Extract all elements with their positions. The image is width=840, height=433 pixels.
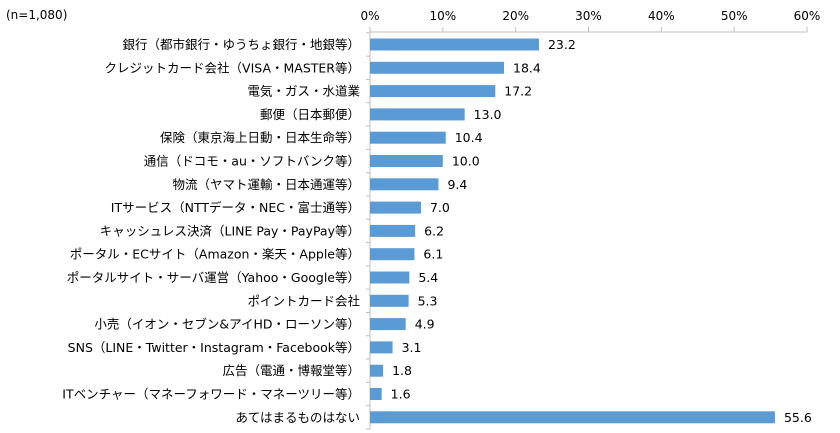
data-label: 10.0 bbox=[452, 154, 480, 169]
bar bbox=[370, 61, 505, 74]
category-label: 保険（東京海上日動・日本生命等） bbox=[160, 130, 360, 145]
data-label: 1.8 bbox=[392, 363, 412, 378]
x-tick-label: 0% bbox=[360, 9, 379, 23]
category-label: キャッシュレス決済（LINE Pay・PayPay等） bbox=[100, 223, 360, 238]
data-label: 10.4 bbox=[455, 130, 483, 145]
data-label: 55.6 bbox=[784, 410, 812, 425]
data-label: 17.2 bbox=[504, 84, 532, 99]
category-label: ポイントカード会社 bbox=[247, 293, 360, 308]
data-label: 4.9 bbox=[415, 317, 435, 332]
data-label: 13.0 bbox=[474, 107, 502, 122]
data-label: 9.4 bbox=[447, 177, 467, 192]
category-label: クレジットカード会社（VISA・MASTER等） bbox=[105, 60, 360, 75]
bar bbox=[370, 364, 384, 377]
bar bbox=[370, 85, 496, 98]
x-tick-label: 10% bbox=[429, 9, 456, 23]
bar bbox=[370, 318, 406, 331]
x-tick-label: 50% bbox=[721, 9, 748, 23]
category-label: SNS（LINE・Twitter・Instagram・Facebook等） bbox=[68, 340, 360, 355]
bar bbox=[370, 388, 382, 400]
data-label: 3.1 bbox=[402, 340, 422, 355]
data-label: 18.4 bbox=[513, 60, 541, 75]
data-label: 6.2 bbox=[424, 223, 444, 238]
data-label: 6.1 bbox=[423, 247, 443, 262]
category-labels: 銀行（都市銀行・ゆうちょ銀行・地銀等） クレジットカード会社（VISA・MASTE… bbox=[62, 37, 360, 425]
bar bbox=[370, 248, 415, 261]
category-label: あてはまるものはない bbox=[235, 410, 360, 425]
bar bbox=[370, 201, 421, 214]
category-label: 郵便（日本郵便） bbox=[260, 107, 360, 122]
x-tick-label: 60% bbox=[794, 9, 821, 23]
data-label: 23.2 bbox=[548, 37, 576, 52]
category-label: ポータルサイト・サーバ運営（Yahoo・Google等） bbox=[67, 270, 360, 285]
category-label: ポータル・ECサイト（Amazon・楽天・Apple等） bbox=[70, 247, 360, 262]
bars bbox=[370, 38, 775, 424]
data-label: 1.6 bbox=[391, 387, 411, 402]
x-tick-label: 20% bbox=[502, 9, 529, 23]
bar bbox=[370, 38, 539, 51]
bar bbox=[370, 155, 443, 167]
bar bbox=[370, 108, 465, 121]
category-label: 電気・ガス・水道業 bbox=[247, 84, 360, 99]
bar bbox=[370, 341, 393, 354]
data-labels: 23.2 18.4 17.213.0 10.4 10.0 9.4 7.0 6.2 6.1 5.4 5… bbox=[391, 37, 812, 425]
category-label: 広告（電通・博報堂等） bbox=[222, 363, 360, 378]
bar bbox=[370, 294, 409, 307]
bar bbox=[370, 178, 439, 191]
x-axis: 0% 10% 20% 30% 40% 50% 60% bbox=[360, 9, 821, 430]
bar bbox=[370, 271, 410, 284]
category-label: 小売（イオン・セブン&アイHD・ローソン等） bbox=[94, 317, 360, 332]
bar bbox=[370, 224, 416, 237]
category-label: ITベンチャー（マネーフォワード・マネーツリー等） bbox=[62, 387, 360, 402]
category-label: 物流（ヤマト運輸・日本通運等） bbox=[172, 177, 360, 192]
data-label: 5.3 bbox=[418, 293, 438, 308]
sample-size-note: (n=1,080) bbox=[6, 8, 67, 22]
bar bbox=[370, 131, 446, 144]
category-label: 通信（ドコモ・au・ソフトバンク等） bbox=[144, 154, 360, 169]
data-label: 5.4 bbox=[418, 270, 438, 285]
data-label: 7.0 bbox=[430, 200, 450, 215]
x-tick-label: 40% bbox=[648, 9, 675, 23]
category-label: 銀行（都市銀行・ゆうちょ銀行・地銀等） bbox=[122, 37, 360, 52]
bar bbox=[370, 411, 775, 424]
x-tick-label: 30% bbox=[575, 9, 602, 23]
category-label: ITサービス（NTTデータ・NEC・富士通等） bbox=[111, 200, 360, 215]
